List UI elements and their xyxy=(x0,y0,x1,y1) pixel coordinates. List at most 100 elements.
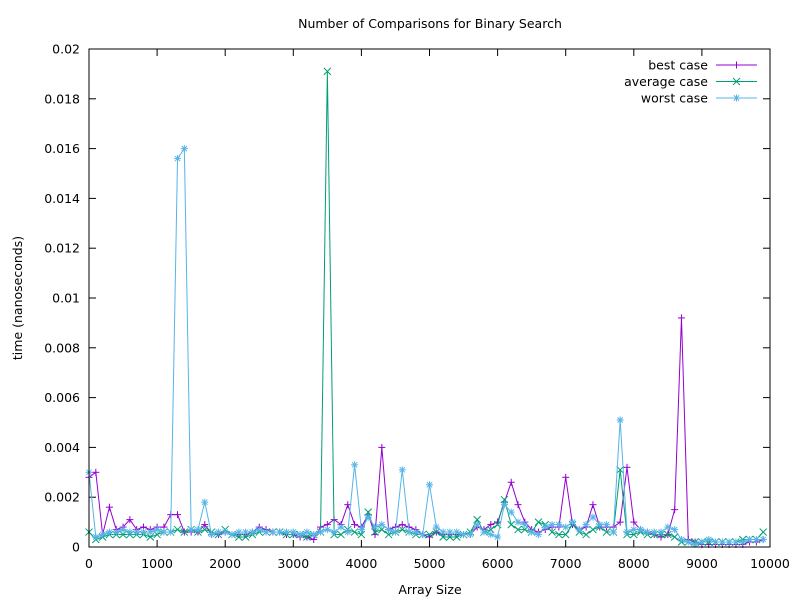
x-tick-label: 2000 xyxy=(209,556,241,571)
data-point xyxy=(391,528,399,536)
chart-title: Number of Comparisons for Binary Search xyxy=(298,16,562,31)
data-point xyxy=(561,530,570,539)
data-point xyxy=(426,481,433,489)
data-point xyxy=(616,465,625,474)
data-point xyxy=(582,521,590,529)
legend-label: worst case xyxy=(641,91,708,106)
x-tick-label: 5000 xyxy=(414,556,446,571)
data-point xyxy=(616,518,624,526)
data-point xyxy=(385,526,393,534)
y-tick-label: 0.002 xyxy=(44,490,80,505)
x-tick-label: 9000 xyxy=(686,556,718,571)
data-point xyxy=(228,531,236,539)
series-layer xyxy=(85,67,768,549)
data-point xyxy=(746,536,754,544)
legend-marker xyxy=(732,77,741,86)
y-tick-label: 0.014 xyxy=(44,191,80,206)
data-point xyxy=(657,528,665,536)
x-tick-label: 6000 xyxy=(482,556,514,571)
data-point xyxy=(466,531,474,539)
x-axis-ticks: 0 1000 2000 3000 4000 5000 6000 7000 8000 9000 100… xyxy=(85,49,790,571)
data-point xyxy=(575,526,583,534)
data-point xyxy=(684,538,692,546)
data-point xyxy=(548,521,556,529)
data-point xyxy=(208,531,216,539)
data-point xyxy=(419,531,427,539)
data-point xyxy=(507,520,516,529)
data-point xyxy=(323,526,331,534)
data-point xyxy=(160,528,168,536)
data-point xyxy=(555,521,563,529)
series-line xyxy=(88,317,764,546)
data-point xyxy=(752,536,760,544)
data-point xyxy=(112,528,120,536)
data-point xyxy=(630,526,638,534)
data-point xyxy=(596,521,604,529)
data-point xyxy=(248,528,256,536)
data-point xyxy=(521,521,529,529)
y-tick-label: 0.02 xyxy=(52,42,80,57)
data-point xyxy=(514,501,522,509)
data-point xyxy=(133,528,141,536)
x-tick-label: 0 xyxy=(85,556,93,571)
data-point xyxy=(623,463,631,471)
data-point xyxy=(494,533,502,541)
data-point xyxy=(439,528,447,536)
data-point xyxy=(146,528,154,536)
data-point xyxy=(194,526,202,534)
data-point xyxy=(500,501,508,509)
y-tick-label: 0.01 xyxy=(52,291,80,306)
data-point xyxy=(589,525,597,534)
data-point xyxy=(282,528,290,536)
data-point xyxy=(663,530,672,539)
data-point xyxy=(562,473,570,481)
data-point xyxy=(603,521,611,529)
data-point xyxy=(398,466,406,474)
data-point xyxy=(609,528,617,536)
data-point xyxy=(371,523,379,531)
x-tick-label: 10000 xyxy=(750,556,790,571)
data-point xyxy=(99,531,107,539)
data-point xyxy=(677,314,685,322)
data-point xyxy=(555,530,563,539)
y-tick-label: 0.008 xyxy=(44,340,80,355)
data-point xyxy=(242,528,250,536)
data-point xyxy=(453,528,461,536)
data-point xyxy=(677,536,685,544)
data-point xyxy=(255,526,263,534)
data-point xyxy=(289,528,297,536)
data-point xyxy=(357,526,365,534)
data-point xyxy=(378,443,386,451)
data-point xyxy=(698,538,706,546)
data-point xyxy=(405,528,413,536)
data-point xyxy=(317,528,325,536)
data-point xyxy=(725,538,733,546)
plot-frame xyxy=(88,48,771,548)
data-point xyxy=(637,526,645,534)
data-point xyxy=(398,521,406,529)
series-average-case xyxy=(85,67,768,546)
data-point xyxy=(303,528,311,536)
data-point xyxy=(650,528,658,536)
data-point xyxy=(671,506,679,514)
data-point xyxy=(174,155,182,163)
data-point xyxy=(153,526,161,534)
data-point xyxy=(514,525,522,534)
data-point xyxy=(398,525,407,534)
data-point xyxy=(630,518,638,526)
data-point xyxy=(187,526,195,534)
data-point xyxy=(602,528,611,536)
data-point xyxy=(200,525,209,534)
data-point xyxy=(541,523,549,531)
data-point xyxy=(446,528,454,536)
data-point xyxy=(718,538,726,546)
data-point xyxy=(262,528,270,536)
data-point xyxy=(432,523,440,531)
data-point xyxy=(126,516,134,524)
y-axis-label: time (nanoseconds) xyxy=(10,236,25,360)
x-tick-label: 7000 xyxy=(550,556,582,571)
data-point xyxy=(732,538,740,546)
data-point xyxy=(425,530,434,539)
